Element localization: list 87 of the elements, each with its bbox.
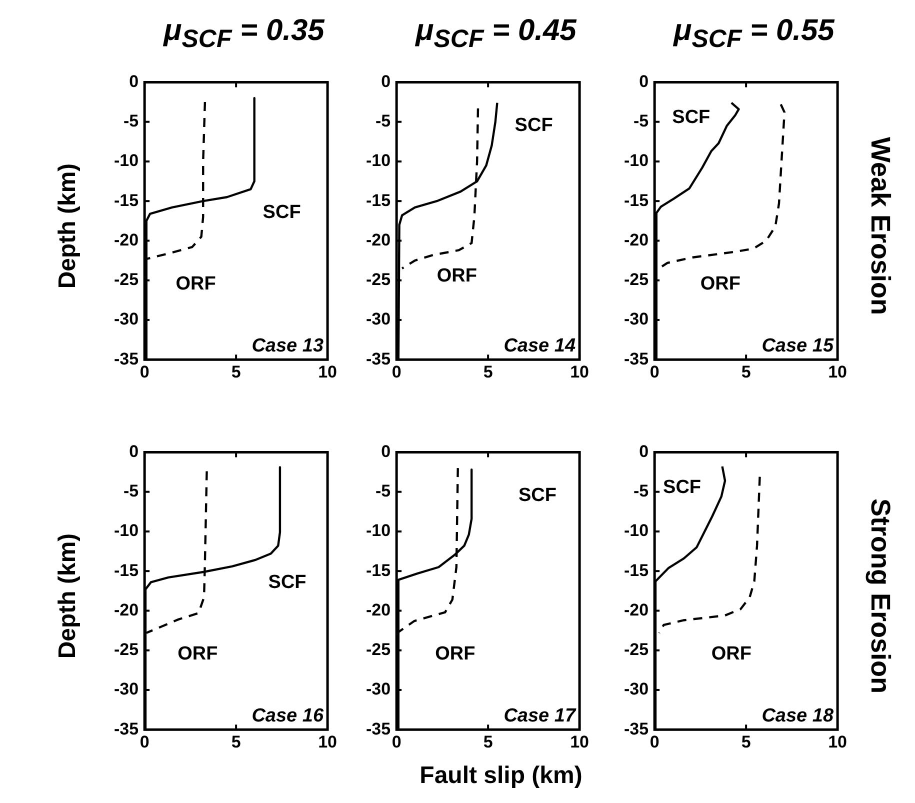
y-tick-label: -35 xyxy=(114,719,139,738)
x-tick-label: 5 xyxy=(483,732,493,752)
y-tick-label: -30 xyxy=(114,680,139,699)
y-tick-label: -35 xyxy=(624,349,649,368)
y-tick-label: -20 xyxy=(624,600,649,620)
y-tick-label: -25 xyxy=(114,640,139,660)
series-label: ORF xyxy=(711,644,752,665)
y-tick-label: -35 xyxy=(366,719,391,738)
y-tick-label: -5 xyxy=(375,112,391,131)
y-tick-label: -25 xyxy=(114,270,139,290)
y-tick-label: -5 xyxy=(633,112,649,131)
x-tick-label: 5 xyxy=(231,732,241,752)
series-label: SCF xyxy=(262,202,301,224)
y-tick-label: -15 xyxy=(114,560,139,580)
series-label: SCF xyxy=(514,115,553,136)
annotation: Case 14 xyxy=(504,335,576,356)
x-tick-label: 10 xyxy=(828,362,848,382)
y-axis-title: Depth (km) xyxy=(54,163,82,289)
x-tick-label: 10 xyxy=(318,362,338,382)
y-tick-label: -15 xyxy=(114,190,139,210)
y-tick-label: -25 xyxy=(624,270,649,290)
y-tick-label: -30 xyxy=(366,680,391,699)
y-tick-label: -5 xyxy=(123,112,139,131)
y-tick-label: -10 xyxy=(366,151,391,170)
chart-title: μ$_{SCF}$ = 0.35 xyxy=(162,14,326,54)
y-tick-label: -25 xyxy=(366,270,391,290)
y-tick-label: -15 xyxy=(624,190,649,210)
annotation: Case 13 xyxy=(252,335,324,356)
y-tick-label: -30 xyxy=(624,680,649,699)
series-label: ORF xyxy=(700,274,740,295)
y-tick-label: -30 xyxy=(114,310,139,329)
legend-label: SCF xyxy=(663,477,702,498)
y-tick-label: -15 xyxy=(624,560,649,580)
x-tick-label: 5 xyxy=(741,732,751,752)
x-tick-label: 5 xyxy=(231,362,241,382)
text: Weak Erosion xyxy=(864,136,896,316)
series-label: ORF xyxy=(435,644,476,665)
series-label: ORF xyxy=(178,644,218,665)
y-tick-label: -10 xyxy=(366,521,391,540)
y-tick-label: -30 xyxy=(366,310,391,329)
annotation: Case 16 xyxy=(252,705,324,726)
y-tick-label: 0 xyxy=(381,72,391,91)
series-label: SCF xyxy=(268,572,306,594)
y-tick-label: 0 xyxy=(129,442,139,461)
chart-title: μ$_{SCF}$ = 0.55 xyxy=(672,14,836,54)
y-tick-label: 0 xyxy=(381,442,391,461)
x-tick-label: 5 xyxy=(483,362,493,382)
legend-label: SCF xyxy=(672,107,710,128)
y-tick-label: 0 xyxy=(639,72,649,91)
y-tick-label: 0 xyxy=(639,442,649,461)
y-tick-label: -35 xyxy=(624,719,649,738)
text: Strong Erosion xyxy=(864,498,896,694)
y-tick-label: -5 xyxy=(123,482,139,501)
y-tick-label: -30 xyxy=(624,310,649,329)
y-tick-label: -10 xyxy=(624,521,649,540)
annotation: Case 15 xyxy=(762,335,834,356)
x-tick-label: 5 xyxy=(741,362,751,382)
y-tick-label: -10 xyxy=(114,151,139,170)
y-tick-label: -5 xyxy=(633,482,649,501)
x-axis-title: Fault slip (km) xyxy=(418,762,584,790)
x-tick-label: 10 xyxy=(828,732,848,752)
annotation: Case 18 xyxy=(762,705,834,726)
y-tick-label: -35 xyxy=(366,349,391,368)
annotation: Case 17 xyxy=(504,705,577,726)
y-tick-label: -20 xyxy=(114,600,139,620)
line-series xyxy=(400,107,480,270)
y-tick-label: -25 xyxy=(366,640,391,660)
y-tick-label: -20 xyxy=(114,230,139,250)
y-tick-label: -5 xyxy=(375,482,391,501)
x-tick-label: 10 xyxy=(570,362,590,382)
chart-title: μ$_{SCF}$ = 0.45 xyxy=(414,14,578,54)
series-label: ORF xyxy=(176,274,216,295)
series-label: ORF xyxy=(436,266,478,287)
x-tick-label: 10 xyxy=(570,732,590,752)
text: SCF xyxy=(518,485,556,506)
y-tick-label: -15 xyxy=(366,560,391,580)
y-tick-label: -10 xyxy=(114,521,139,540)
y-tick-label: -10 xyxy=(624,151,649,170)
y-axis-title: Depth (km) xyxy=(54,533,82,659)
y-tick-label: -35 xyxy=(114,349,139,368)
y-tick-label: 0 xyxy=(129,72,139,91)
y-tick-label: -25 xyxy=(624,640,649,660)
y-tick-label: -20 xyxy=(366,600,391,620)
y-tick-label: -20 xyxy=(624,230,649,250)
y-tick-label: -15 xyxy=(366,190,391,210)
x-tick-label: 10 xyxy=(318,732,338,752)
y-tick-label: -20 xyxy=(366,230,391,250)
